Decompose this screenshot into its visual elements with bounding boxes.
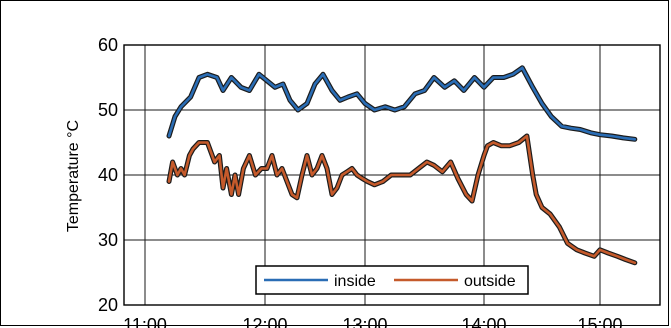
plot-border bbox=[123, 44, 661, 306]
y-axis-label: Temperature °C bbox=[65, 120, 82, 232]
series-line-inside bbox=[167, 66, 637, 141]
legend-label-inside: inside bbox=[334, 273, 376, 290]
series-line-outside bbox=[167, 134, 637, 265]
x-tick-label: 15:00 bbox=[577, 315, 622, 328]
y-tick-label: 60 bbox=[98, 35, 118, 55]
x-tick-label: 11:00 bbox=[123, 315, 167, 328]
y-tick-label: 20 bbox=[98, 295, 118, 315]
y-tick-label: 50 bbox=[98, 100, 118, 120]
y-tick-label: 30 bbox=[98, 230, 118, 250]
x-tick-label: 14:00 bbox=[461, 315, 506, 328]
x-tick-label: 13:00 bbox=[342, 315, 387, 328]
x-tick-label: 12:00 bbox=[242, 315, 287, 328]
legend-label-outside: outside bbox=[464, 273, 516, 290]
y-tick-label: 40 bbox=[98, 165, 118, 185]
